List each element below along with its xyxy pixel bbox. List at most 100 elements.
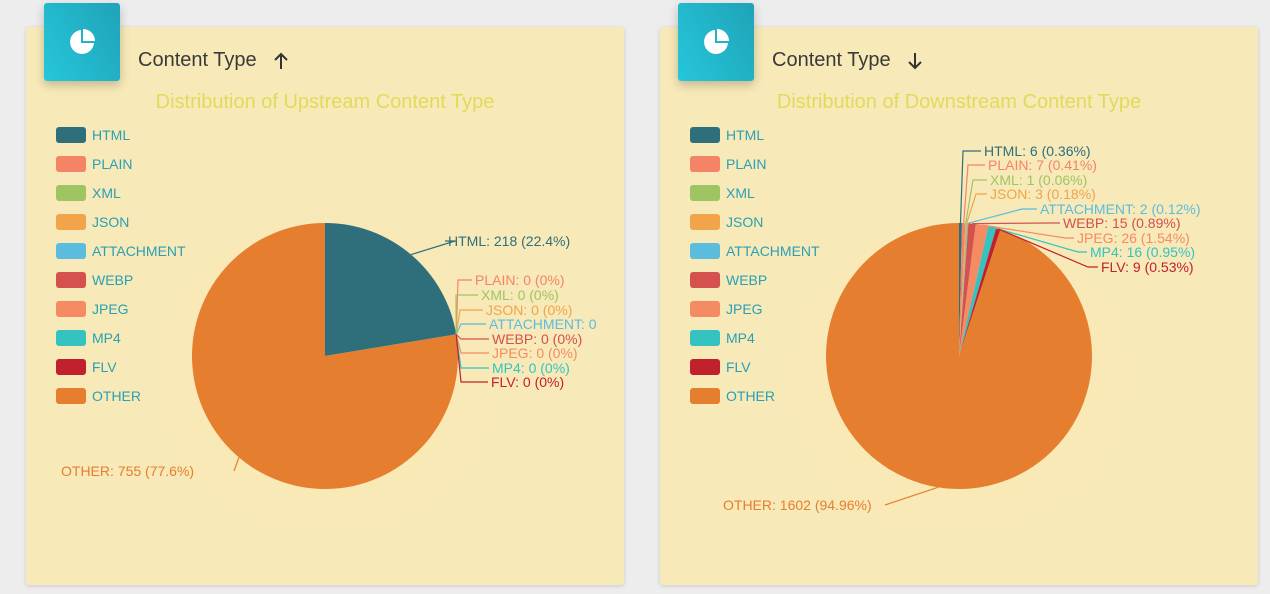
slice-label-mp4: MP4: 0 (0%) xyxy=(492,360,570,376)
upstream-pie-chart: Distribution of Upstream Content Type HTM… xyxy=(56,91,624,585)
legend-swatch xyxy=(56,388,86,404)
legend-item-webp[interactable]: WEBP xyxy=(690,272,767,288)
slice-label-mp4: MP4: 16 (0.95%) xyxy=(1090,244,1195,260)
legend-label: FLV xyxy=(92,359,117,375)
pie-slice-other[interactable] xyxy=(826,223,1093,490)
legend-item-attachment[interactable]: ATTACHMENT xyxy=(56,243,186,259)
legend-swatch xyxy=(56,185,86,201)
pie-slice-plain[interactable] xyxy=(959,223,966,356)
pie-slice-webp[interactable] xyxy=(959,223,976,356)
card-title: Content Type xyxy=(772,49,923,72)
legend-label: OTHER xyxy=(726,388,775,404)
pie-slice-xml[interactable] xyxy=(959,223,966,356)
pie-slice-jpeg[interactable] xyxy=(959,224,989,356)
legend-item-other[interactable]: OTHER xyxy=(56,388,141,404)
slice-label-jpeg: JPEG: 0 (0%) xyxy=(492,345,578,361)
leader-line-plain xyxy=(455,279,472,335)
legend-item-json[interactable]: JSON xyxy=(56,214,129,230)
leader-line-json xyxy=(455,309,483,335)
pie-slice-attachment[interactable] xyxy=(959,223,969,356)
legend-item-json[interactable]: JSON xyxy=(690,214,763,230)
legend-label: HTML xyxy=(726,127,764,143)
legend-label: MP4 xyxy=(92,330,121,346)
legend-label: PLAIN xyxy=(726,156,766,172)
legend-item-plain[interactable]: PLAIN xyxy=(690,156,766,172)
legend-item-attachment[interactable]: ATTACHMENT xyxy=(690,243,820,259)
legend-item-jpeg[interactable]: JPEG xyxy=(690,301,763,317)
pie-slice-mp4[interactable] xyxy=(959,226,997,356)
legend-swatch xyxy=(56,127,86,143)
legend-item-flv[interactable]: FLV xyxy=(56,359,117,375)
pie-slice-json[interactable] xyxy=(959,223,968,356)
legend-swatch xyxy=(690,359,720,375)
leader-line-plain xyxy=(963,164,985,224)
leader-line-other xyxy=(884,486,939,506)
leader-line-xml xyxy=(965,179,987,224)
legend-swatch xyxy=(690,127,720,143)
legend-label: JSON xyxy=(726,214,763,230)
leader-line-jpeg xyxy=(982,224,1074,239)
slice-label-other: OTHER: 755 (77.6%) xyxy=(61,463,194,479)
upstream-content-type-card: Content Type Distribution of Upstream Co… xyxy=(26,3,624,585)
leader-line-html xyxy=(410,240,456,256)
pie-slice-html[interactable] xyxy=(959,222,962,356)
legend-label: JPEG xyxy=(726,301,763,317)
leader-line-attachment xyxy=(967,208,1037,224)
legend-swatch xyxy=(690,330,720,346)
legend-item-xml[interactable]: XML xyxy=(56,185,121,201)
legend-item-mp4[interactable]: MP4 xyxy=(56,330,121,346)
slice-label-plain: PLAIN: 0 (0%) xyxy=(475,272,564,288)
legend-swatch xyxy=(690,243,720,259)
legend-label: FLV xyxy=(726,359,751,375)
legend-swatch xyxy=(690,388,720,404)
pie-slice-flv[interactable] xyxy=(959,228,1001,356)
pie-chart-icon xyxy=(44,3,120,81)
card-title-text: Content Type xyxy=(772,49,891,71)
legend-item-plain[interactable]: PLAIN xyxy=(56,156,132,172)
legend-swatch xyxy=(690,214,720,230)
leader-line-other xyxy=(233,457,240,472)
legend-label: XML xyxy=(726,185,755,201)
leader-line-webp xyxy=(455,333,489,340)
legend-item-other[interactable]: OTHER xyxy=(690,388,775,404)
legend-item-mp4[interactable]: MP4 xyxy=(690,330,755,346)
legend-swatch xyxy=(56,359,86,375)
legend-item-jpeg[interactable]: JPEG xyxy=(56,301,129,317)
leader-line-json xyxy=(966,193,987,224)
pie-slice-other[interactable] xyxy=(192,223,459,489)
slice-label-webp: WEBP: 15 (0.89%) xyxy=(1063,215,1181,231)
slice-label-attachment: ATTACHMENT: 2 (0.12%) xyxy=(1040,201,1201,217)
slice-label-xml: XML: 0 (0%) xyxy=(481,287,559,303)
legend-item-xml[interactable]: XML xyxy=(690,185,755,201)
slice-label-xml: XML: 1 (0.06%) xyxy=(990,172,1087,188)
leader-line-webp xyxy=(972,222,1060,225)
legend-label: MP4 xyxy=(726,330,755,346)
leader-line-flv xyxy=(998,228,1098,268)
slice-labels: HTML: 6 (0.36%)PLAIN: 7 (0.41%)XML: 1 (0… xyxy=(723,143,1201,513)
arrow-down-icon xyxy=(907,52,923,70)
chart-title: Distribution of Downstream Content Type xyxy=(777,91,1141,113)
legend-label: JPEG xyxy=(92,301,129,317)
pie-slice-html[interactable] xyxy=(325,223,457,356)
slice-label-html: HTML: 218 (22.4%) xyxy=(448,233,570,249)
leader-line-flv xyxy=(455,334,488,383)
slice-label-webp: WEBP: 0 (0%) xyxy=(492,331,582,347)
legend-swatch xyxy=(690,301,720,317)
slice-label-html: HTML: 6 (0.36%) xyxy=(984,143,1091,159)
legend-item-html[interactable]: HTML xyxy=(56,127,130,143)
legend-label: PLAIN xyxy=(92,156,132,172)
legend-label: ATTACHMENT xyxy=(92,243,186,259)
leader-line-jpeg xyxy=(455,334,489,354)
legend-item-flv[interactable]: FLV xyxy=(690,359,751,375)
legend-item-html[interactable]: HTML xyxy=(690,127,764,143)
slice-label-attachment: ATTACHMENT: 0 (0%) xyxy=(489,316,624,332)
legend-swatch xyxy=(56,156,86,172)
slice-label-jpeg: JPEG: 26 (1.54%) xyxy=(1077,230,1190,246)
slice-label-other: OTHER: 1602 (94.96%) xyxy=(723,497,872,513)
slice-label-json: JSON: 3 (0.18%) xyxy=(990,186,1096,202)
downstream-pie-chart: Distribution of Downstream Content Type H… xyxy=(690,91,1209,585)
slice-labels: HTML: 218 (22.4%) PLAIN: 0 (0%)XML: 0 (0%… xyxy=(61,233,624,479)
legend-item-webp[interactable]: WEBP xyxy=(56,272,133,288)
legend-swatch xyxy=(690,156,720,172)
legend-label: ATTACHMENT xyxy=(726,243,820,259)
